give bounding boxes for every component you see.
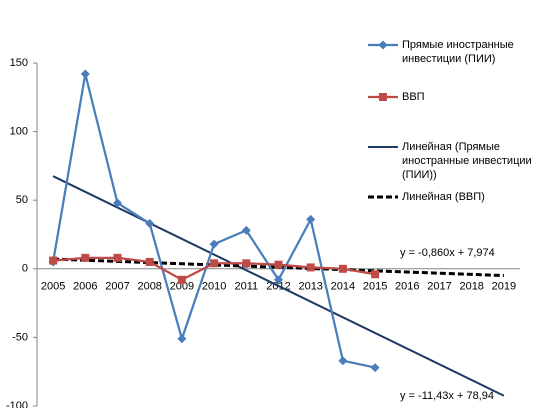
marker xyxy=(210,259,219,268)
marker xyxy=(370,363,380,373)
marker xyxy=(338,356,348,366)
marker xyxy=(274,275,283,285)
x-tick-label: 2018 xyxy=(459,281,483,293)
trendline xyxy=(52,175,505,397)
marker xyxy=(177,334,187,344)
legend-swatch xyxy=(368,146,398,148)
series-line xyxy=(51,73,376,369)
x-tick-label: 2010 xyxy=(202,281,226,293)
legend-entry: Линейная (Прямые иностранные инвестиции … xyxy=(368,140,532,182)
marker xyxy=(242,259,251,268)
x-tick-label: 2011 xyxy=(234,281,258,293)
legend-entry: ВВП xyxy=(368,90,532,104)
x-tick-label: 2013 xyxy=(298,281,322,293)
x-tick-label: 2015 xyxy=(363,281,387,293)
legend-marker xyxy=(379,93,387,101)
marker xyxy=(338,264,347,273)
x-tick-label: 2017 xyxy=(427,281,451,293)
marker xyxy=(177,275,186,284)
legend-label: Линейная (Прямые иностранные инвестиции … xyxy=(402,141,532,181)
marker xyxy=(81,253,90,262)
marker xyxy=(274,260,283,269)
x-tick-label: 2005 xyxy=(41,281,65,293)
x-tick-label: 2008 xyxy=(137,281,161,293)
y-tick-label: -100 xyxy=(6,400,28,408)
legend-swatch xyxy=(368,40,398,50)
y-tick-label: -50 xyxy=(12,331,28,343)
y-tick-label: 50 xyxy=(16,194,28,206)
marker xyxy=(306,263,315,272)
legend-entry: Линейная (ВВП) xyxy=(368,190,532,204)
legend-entry: Прямые иностранные инвестиции (ПИИ) xyxy=(368,38,532,66)
legend-swatch xyxy=(368,93,398,101)
x-tick-label: 2014 xyxy=(331,281,355,293)
marker xyxy=(371,270,380,279)
marker xyxy=(145,219,155,229)
marker xyxy=(241,225,251,235)
x-tick-label: 2007 xyxy=(105,281,129,293)
legend-marker xyxy=(378,40,388,50)
legend-label: Линейная (ВВП) xyxy=(402,191,485,203)
x-tick-label: 2006 xyxy=(73,281,97,293)
x-tick-label: 2016 xyxy=(395,281,419,293)
marker xyxy=(306,214,316,224)
marker xyxy=(80,69,90,79)
trendline-equation: y = -0,860x + 7,974 xyxy=(400,247,495,259)
x-tick-label: 2009 xyxy=(170,281,194,293)
marker xyxy=(209,239,219,249)
legend-label: ВВП xyxy=(402,91,425,103)
marker xyxy=(113,198,122,208)
marker xyxy=(145,257,154,266)
marker xyxy=(49,256,58,265)
x-tick-label: 2019 xyxy=(492,281,516,293)
marker xyxy=(113,253,122,262)
legend-swatch xyxy=(368,195,398,199)
y-tick-label: 0 xyxy=(22,263,28,275)
y-tick-label: 100 xyxy=(10,126,28,138)
trendline-equation: y = -11,43x + 78,94 xyxy=(400,390,494,402)
y-tick-label: 150 xyxy=(10,57,28,69)
legend-label: Прямые иностранные инвестиции (ПИИ) xyxy=(402,39,514,65)
